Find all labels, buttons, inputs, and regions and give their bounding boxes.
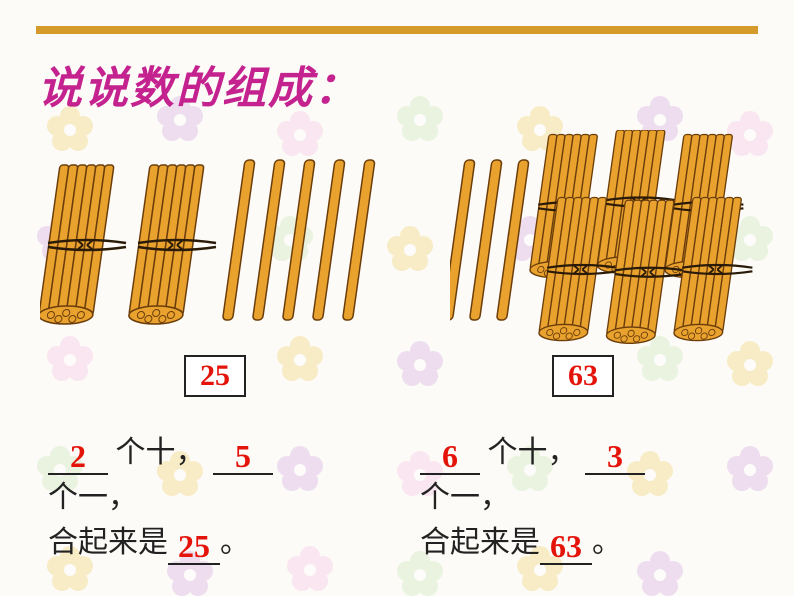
total-prefix: 合起来是 xyxy=(420,526,540,559)
page-title: 说说数的组成： xyxy=(38,52,360,116)
sticks-illustration-left xyxy=(40,145,420,345)
left-ones-answer: 5 xyxy=(235,438,251,474)
tens-label: 个十， xyxy=(488,436,578,469)
text-block-left: 2 个十， 5 个一， 合起来是 25 。 xyxy=(48,430,398,565)
tens-label: 个十， xyxy=(116,436,206,469)
ones-label: 个一， xyxy=(420,475,770,520)
number-box-right: 63 xyxy=(552,355,614,397)
sticks-illustration-right xyxy=(450,130,780,350)
total-prefix: 合起来是 xyxy=(48,526,168,559)
right-total-answer: 63 xyxy=(550,528,582,564)
right-ones-answer: 3 xyxy=(607,438,623,474)
right-tens-answer: 6 xyxy=(442,438,458,474)
left-total-answer: 25 xyxy=(178,528,210,564)
left-tens-answer: 2 xyxy=(70,438,86,474)
ones-label: 个一， xyxy=(48,475,398,520)
period: 。 xyxy=(220,526,250,559)
number-box-left: 25 xyxy=(184,355,246,397)
text-block-right: 6 个十， 3 个一， 合起来是 63 。 xyxy=(420,430,770,565)
period: 。 xyxy=(592,526,622,559)
